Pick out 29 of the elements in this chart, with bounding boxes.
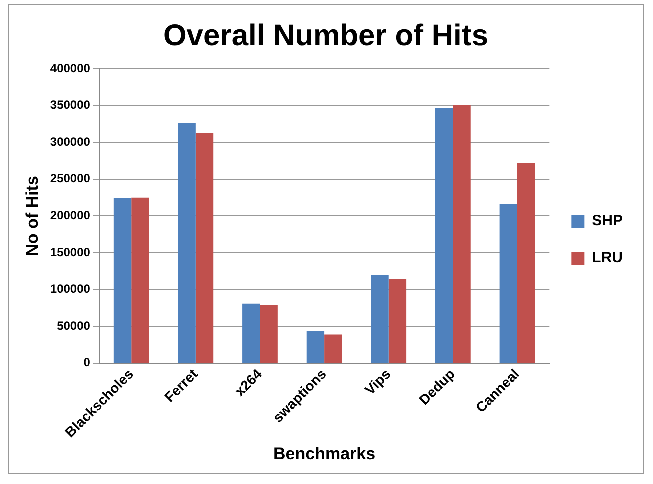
- bar: [242, 304, 260, 363]
- y-tick-label: 50000: [57, 318, 91, 333]
- bar: [196, 133, 214, 363]
- bar: [306, 331, 325, 363]
- bar: [518, 163, 536, 363]
- x-tick-label: Vips: [362, 366, 394, 398]
- bar: [132, 198, 150, 363]
- x-axis-title: Benchmarks: [274, 444, 376, 464]
- bar: [178, 123, 196, 363]
- bar: [260, 305, 278, 363]
- bar: [371, 275, 389, 363]
- bar: [114, 198, 132, 363]
- bar: [324, 334, 342, 363]
- bar: [388, 280, 407, 363]
- y-tick-label: 400000: [50, 61, 91, 76]
- y-tick-label: 0: [84, 356, 91, 370]
- bar: [500, 204, 518, 363]
- legend-label: LRU: [592, 250, 623, 267]
- bar: [435, 108, 454, 363]
- y-tick-label: 250000: [50, 172, 91, 186]
- chart-title: Overall Number of Hits: [163, 19, 489, 52]
- legend-label: SHP: [592, 212, 623, 230]
- y-tick-label: 200000: [50, 208, 91, 223]
- bar: [453, 105, 471, 363]
- y-tick-label: 100000: [50, 282, 91, 296]
- y-tick-label: 150000: [50, 245, 91, 260]
- y-tick-label: 350000: [50, 98, 91, 112]
- y-tick-label: 300000: [50, 134, 91, 149]
- y-axis-title: No of Hits: [22, 176, 42, 256]
